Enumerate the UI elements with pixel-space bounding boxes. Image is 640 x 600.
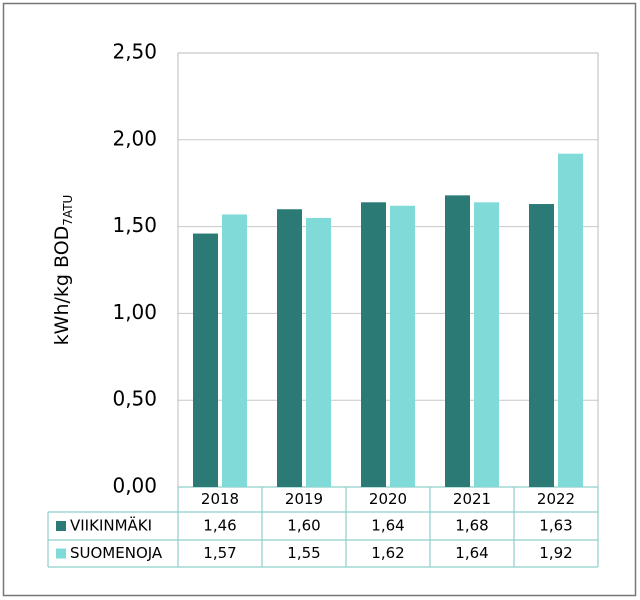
y-label-main: kWh/kg BOD xyxy=(51,226,73,346)
y-tick-label: 1,50 xyxy=(112,213,157,237)
bar xyxy=(193,233,218,487)
bar xyxy=(306,217,331,488)
y-tick-label: 2,00 xyxy=(112,126,157,150)
y-axis-label: kWh/kg BOD7ATU xyxy=(51,195,75,346)
data-label: 1,92 xyxy=(539,544,572,562)
bar xyxy=(558,153,583,488)
bar xyxy=(390,205,415,487)
data-label: 1,55 xyxy=(287,544,320,562)
x-tick-label: 2021 xyxy=(453,490,491,508)
x-tick-label: 2019 xyxy=(285,490,323,508)
y-tick-label: 0,00 xyxy=(112,474,157,498)
bar xyxy=(277,209,302,488)
bar xyxy=(529,204,554,488)
bar xyxy=(445,195,470,488)
x-tick-label: 2022 xyxy=(537,490,575,508)
data-label: 1,60 xyxy=(287,517,320,535)
y-label-sub: 7ATU xyxy=(61,195,75,226)
bar xyxy=(222,214,247,487)
data-label: 1,57 xyxy=(203,544,236,562)
legend-label: VIIKINMÄKI xyxy=(70,516,152,535)
legend-label: SUOMENOJA xyxy=(70,544,163,562)
bar xyxy=(361,202,386,487)
legend-swatch xyxy=(56,521,66,531)
data-label: 1,46 xyxy=(203,517,236,535)
data-label: 1,62 xyxy=(371,544,404,562)
data-label: 1,68 xyxy=(455,517,488,535)
data-label: 1,63 xyxy=(539,517,572,535)
y-tick-label: 0,50 xyxy=(112,387,157,411)
data-label: 1,64 xyxy=(371,517,404,535)
bar xyxy=(474,202,499,487)
x-tick-label: 2020 xyxy=(369,490,407,508)
data-label: 1,64 xyxy=(455,544,488,562)
legend-swatch xyxy=(56,548,66,559)
x-tick-label: 2018 xyxy=(201,490,239,508)
y-tick-label: 2,50 xyxy=(112,40,157,64)
y-tick-label: 1,00 xyxy=(112,300,157,324)
